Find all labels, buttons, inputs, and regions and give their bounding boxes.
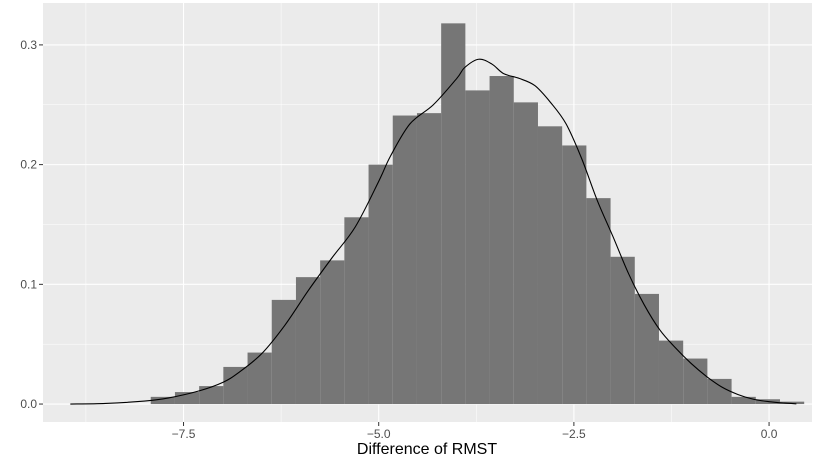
x-tick-label: −7.5: [172, 427, 196, 441]
histogram-bar: [223, 366, 248, 405]
y-tick-label: 0.0: [20, 397, 37, 411]
y-tick-label: 0.3: [20, 38, 37, 52]
histogram-bar: [150, 396, 175, 405]
y-tick-label: 0.1: [20, 277, 37, 291]
x-tick-label: −5.0: [367, 427, 391, 441]
histogram-bar: [465, 90, 490, 405]
density-curve: [70, 58, 797, 405]
histogram-bars: [150, 23, 805, 405]
histogram-bar: [537, 126, 563, 405]
histogram-bar: [247, 352, 272, 405]
x-axis-title: Difference of RMST: [357, 441, 497, 458]
histogram-bar: [586, 198, 611, 405]
x-tick-label: 0.0: [761, 427, 778, 441]
histogram-bar: [658, 340, 684, 405]
histogram-bar: [320, 260, 345, 405]
histogram-bar: [707, 378, 732, 405]
x-tick-label: −2.5: [562, 427, 586, 441]
histogram-bar: [368, 164, 393, 405]
histogram-bar: [295, 277, 321, 405]
y-tick-label: 0.2: [20, 158, 37, 172]
histogram-bar: [513, 102, 538, 405]
histogram-bar: [731, 396, 756, 405]
histogram-bar: [174, 392, 200, 405]
histogram-bar: [634, 293, 659, 405]
histogram-bar: [489, 76, 514, 405]
histogram-bar: [779, 401, 805, 405]
y-axis-ticks: 0.0 0.1 0.2 0.3: [20, 38, 43, 411]
histogram-bar: [344, 217, 369, 405]
histogram-bar: [416, 113, 442, 405]
histogram-bar: [392, 115, 417, 405]
histogram-bar: [683, 358, 708, 405]
histogram-bar: [271, 299, 296, 405]
histogram-bar: [199, 386, 224, 405]
histogram-bar: [610, 256, 635, 405]
x-axis-ticks: −7.5 −5.0 −2.5 0.0: [172, 422, 778, 441]
histogram-bar: [562, 145, 587, 405]
histogram-bar: [441, 23, 466, 405]
